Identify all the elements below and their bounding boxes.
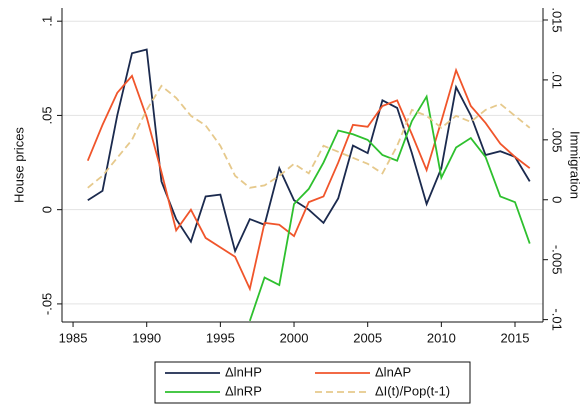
y-axis-title: House prices [11, 127, 26, 203]
x-tick-label: 2000 [280, 330, 309, 345]
y-tick-label: .05 [39, 106, 54, 124]
y-tick-label: -.05 [39, 293, 54, 315]
y2-tick-label: .005 [550, 127, 565, 152]
series-line [87, 48, 531, 254]
x-tick-label: 2005 [353, 330, 382, 345]
x-tick-label: 1985 [59, 330, 88, 345]
y2-axis-title: Immigration [568, 131, 583, 199]
x-tick-label: 2015 [501, 330, 530, 345]
y2-tick-label: -.01 [550, 308, 565, 330]
y2-tick-label: 0 [550, 196, 565, 203]
legend-label: ΔI(t)/Pop(t-1) [375, 383, 450, 398]
x-tick-label: 2010 [427, 330, 456, 345]
series-line [87, 84, 531, 189]
x-tick-label: 1995 [206, 330, 235, 345]
legend-label: ΔlnAP [375, 364, 411, 379]
legend-label: ΔlnHP [225, 364, 262, 379]
legend-label: ΔlnRP [225, 383, 262, 398]
y-tick-label: .1 [39, 16, 54, 27]
series-line [248, 94, 531, 322]
y2-tick-label: -.005 [550, 245, 565, 275]
y-tick-label: 0 [39, 206, 54, 213]
legend-box [154, 361, 471, 404]
series-line [86, 67, 531, 292]
y2-tick-label: .01 [550, 71, 565, 89]
x-tick-label: 1990 [132, 330, 161, 345]
y2-tick-label: .015 [550, 7, 565, 32]
